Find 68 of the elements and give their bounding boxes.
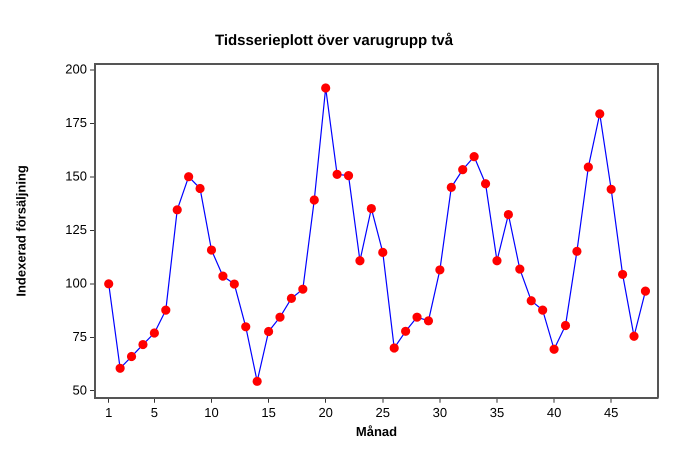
x-tick-label: 40 — [546, 405, 562, 420]
point — [344, 171, 354, 180]
x-tick-label: 45 — [604, 405, 618, 420]
x-tick-label: 25 — [376, 405, 390, 420]
point — [184, 172, 194, 182]
point — [104, 279, 114, 288]
y-tick-label: 100 — [65, 275, 87, 290]
y-tick-label: 200 — [65, 62, 87, 77]
point — [355, 256, 365, 266]
point — [435, 265, 444, 275]
point — [526, 296, 536, 306]
point — [172, 205, 182, 214]
point — [138, 340, 148, 350]
y-tick-label: 150 — [65, 168, 87, 184]
point — [401, 326, 410, 336]
y-axis-title: Indexerad försäljning — [13, 165, 28, 297]
point — [264, 326, 274, 336]
point — [515, 264, 524, 274]
point — [446, 182, 456, 192]
x-tick-label: 10 — [204, 405, 219, 420]
point — [161, 306, 170, 315]
point — [504, 210, 513, 220]
point — [298, 284, 308, 294]
point — [286, 294, 296, 303]
y-tick-label: 125 — [65, 222, 87, 237]
point — [332, 170, 342, 179]
x-tick-label: 15 — [261, 405, 276, 420]
point — [606, 184, 616, 194]
point — [549, 344, 559, 354]
x-axis-title: Månad — [356, 424, 398, 439]
point — [218, 272, 228, 281]
point — [126, 352, 136, 362]
point — [321, 83, 330, 93]
x-tick-label: 5 — [150, 405, 158, 420]
point — [241, 322, 250, 332]
point — [116, 364, 125, 373]
x-tick-label: 1 — [105, 405, 112, 420]
x-tick-label: 20 — [318, 405, 333, 420]
chart-title: Tidsserieplott över varugrupp två — [214, 32, 454, 50]
point — [390, 343, 399, 353]
point — [572, 246, 582, 256]
point — [480, 179, 490, 188]
point — [640, 286, 650, 296]
point — [366, 204, 376, 214]
point — [206, 245, 216, 255]
point — [492, 256, 502, 266]
y-tick-label: 50 — [72, 382, 87, 398]
point — [629, 332, 639, 341]
point — [195, 184, 205, 194]
x-tick-label: 30 — [432, 405, 448, 420]
point — [470, 152, 479, 162]
point — [538, 306, 548, 315]
point — [424, 316, 434, 326]
y-tick-label: 75 — [72, 328, 87, 344]
point — [230, 279, 239, 289]
point — [560, 320, 570, 330]
point — [378, 248, 388, 257]
point — [150, 328, 159, 338]
point — [618, 270, 628, 280]
point — [584, 162, 593, 172]
point — [595, 109, 604, 118]
point — [310, 195, 319, 205]
point — [252, 376, 262, 386]
x-tick-label: 35 — [490, 405, 504, 420]
y-tick-label: 175 — [65, 115, 87, 130]
point — [275, 312, 285, 322]
point — [458, 165, 468, 174]
point — [412, 312, 422, 322]
